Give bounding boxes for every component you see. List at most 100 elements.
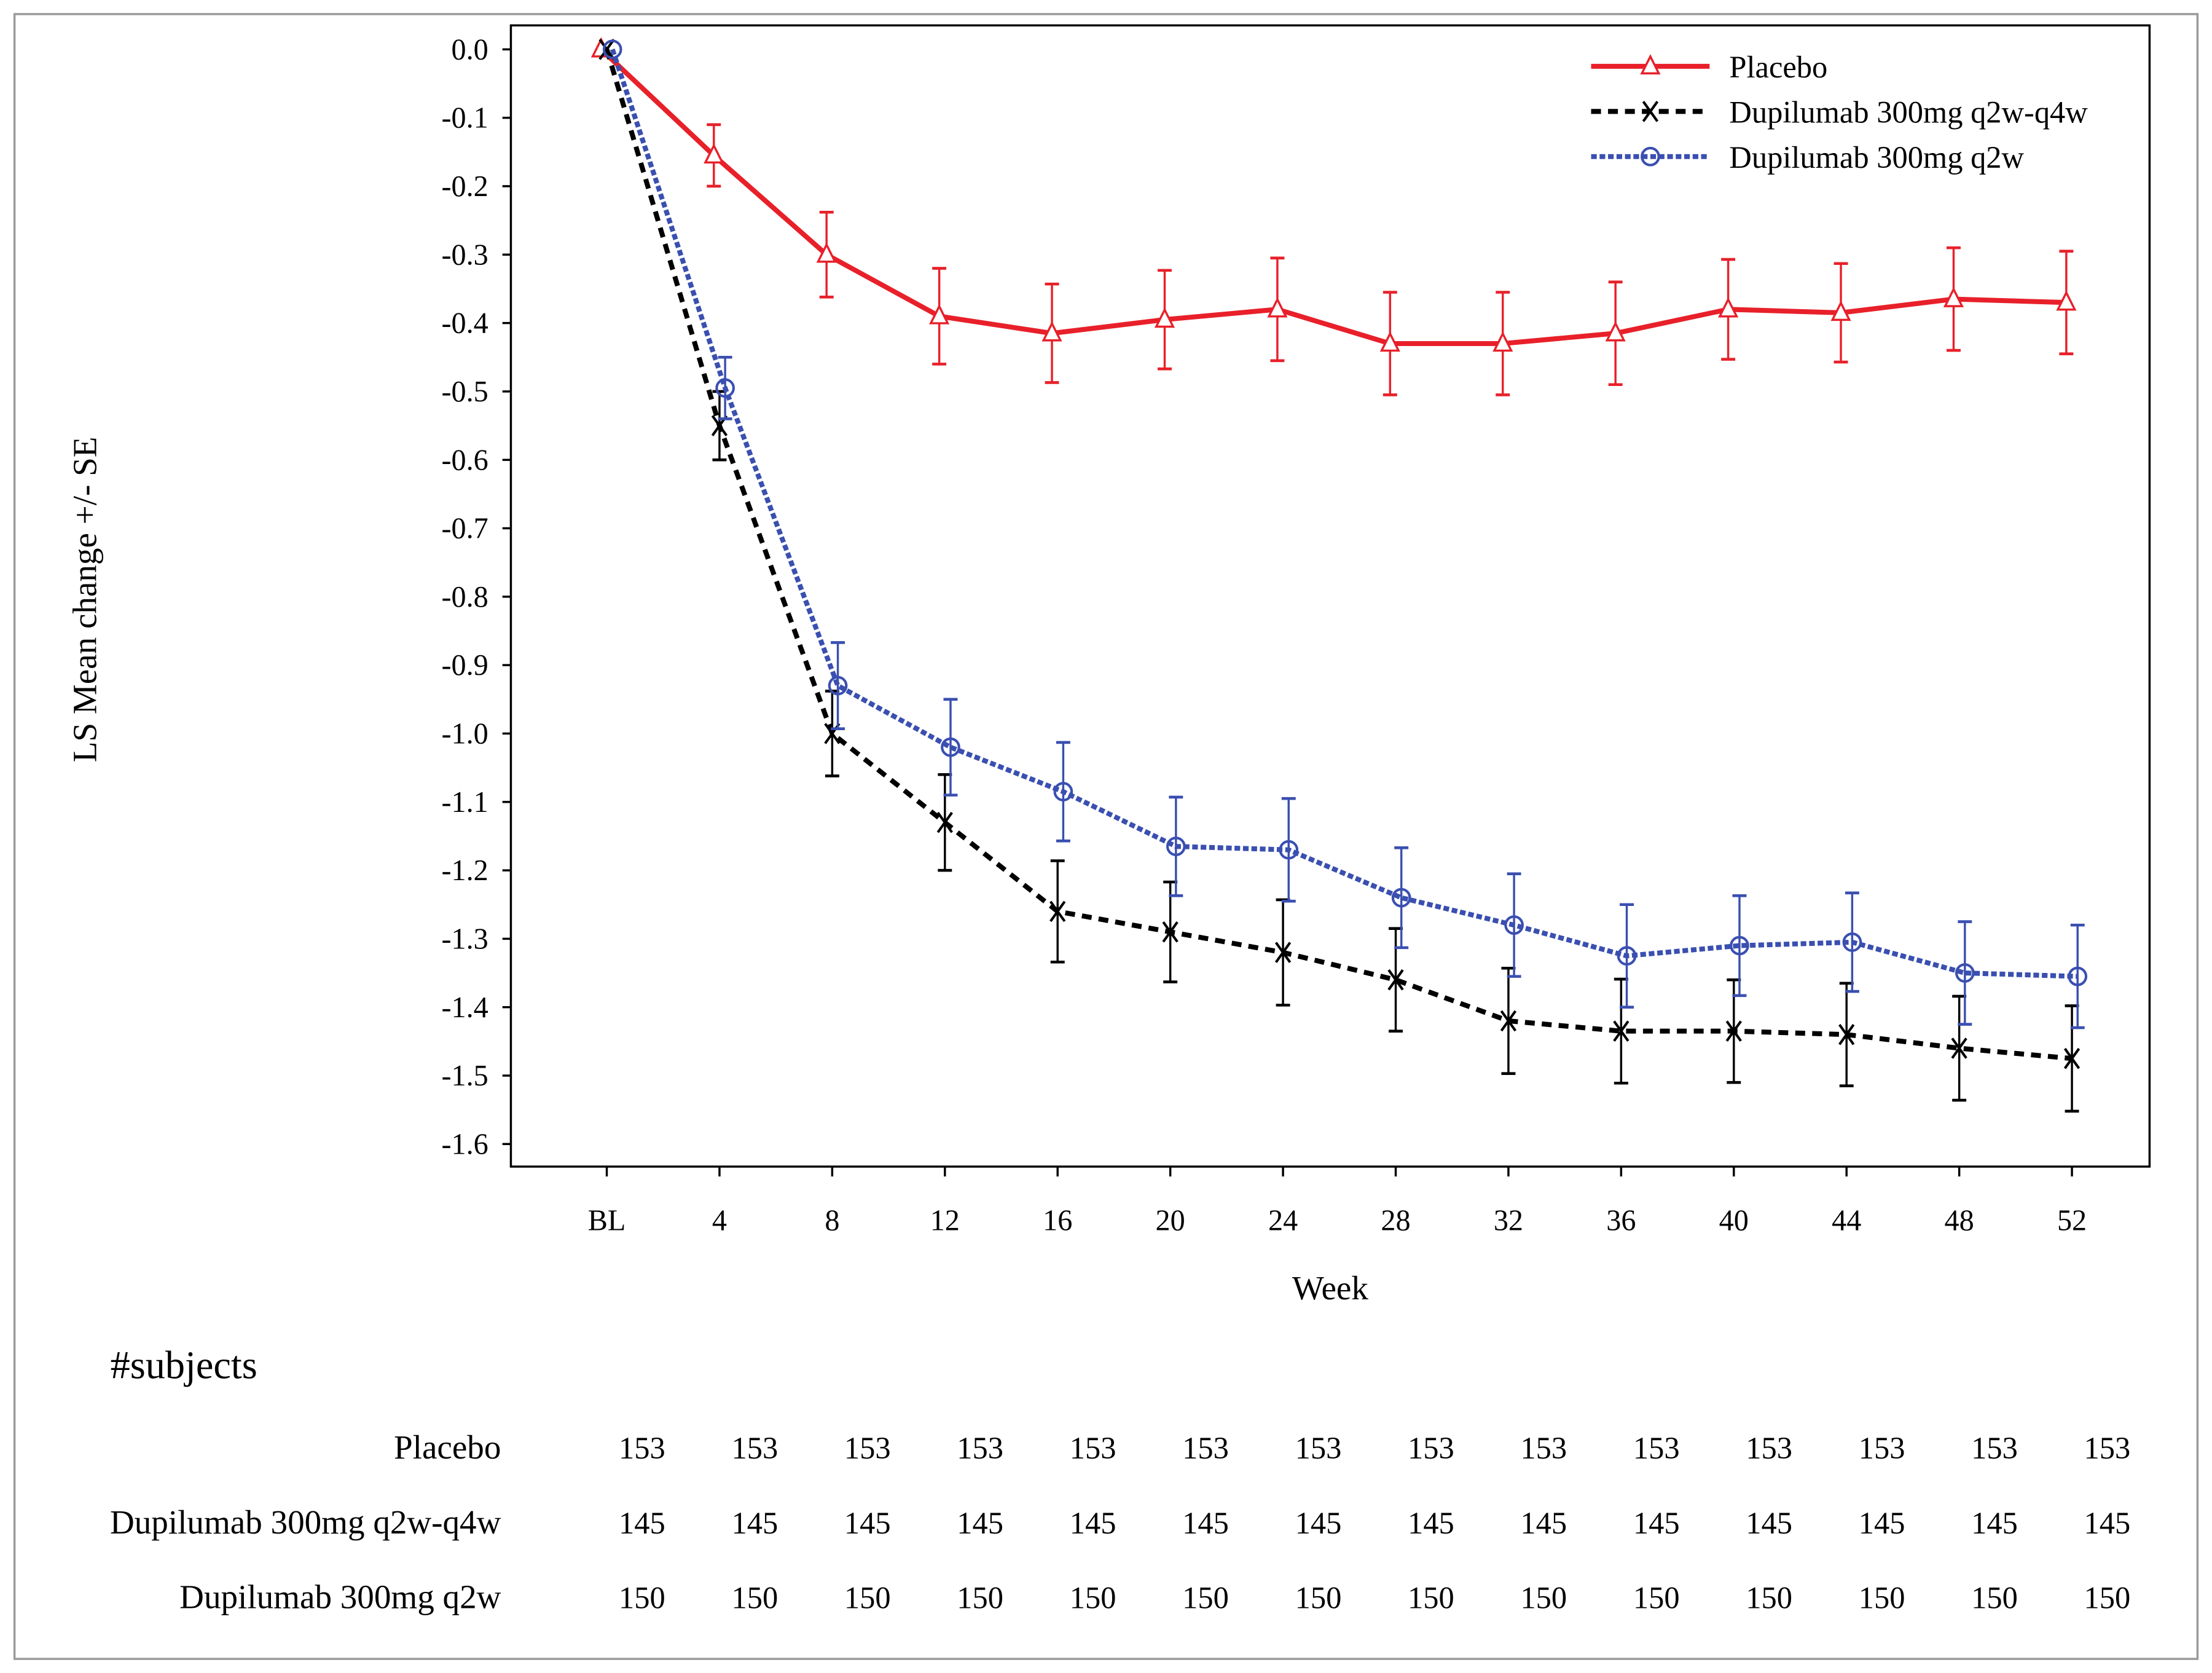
- subjects-count: 145: [1070, 1506, 1116, 1540]
- y-tick-label: -0.6: [441, 444, 488, 476]
- x-marker: [1642, 101, 1659, 122]
- error-bar: [831, 641, 845, 730]
- circle-marker: [1955, 963, 1975, 983]
- x-marker: [1387, 969, 1404, 991]
- subjects-count: 153: [2084, 1431, 2131, 1465]
- circle-marker: [1166, 836, 1186, 856]
- subjects-count: 150: [1971, 1580, 2018, 1615]
- legend-label: Dupilumab 300mg q2w-q4w: [1729, 95, 2088, 130]
- x-tick-label: 8: [825, 1204, 839, 1237]
- y-tick-label: -1.4: [441, 991, 488, 1024]
- x-tick-label: 20: [1156, 1204, 1185, 1237]
- y-tick-label: -1.0: [441, 718, 488, 750]
- series-line: [610, 49, 2078, 979]
- y-tick-label: -0.2: [441, 170, 488, 203]
- triangle-marker: [929, 304, 950, 325]
- x-tick-label: 16: [1043, 1204, 1072, 1237]
- circle-marker: [1617, 946, 1637, 966]
- triangle-marker: [2056, 290, 2077, 311]
- x-tick-label: 32: [1494, 1204, 1523, 1237]
- subjects-count: 150: [1070, 1580, 1116, 1615]
- subjects-count: 150: [1859, 1580, 1905, 1615]
- subjects-count: 150: [1520, 1580, 1567, 1615]
- error-bar: [1958, 920, 1972, 1026]
- x-tick-label: 12: [930, 1204, 960, 1237]
- subjects-row-label: Placebo: [394, 1428, 501, 1466]
- subjects-count: 150: [1295, 1580, 1342, 1615]
- x-tick-label: 36: [1606, 1204, 1636, 1237]
- subjects-count: 153: [957, 1431, 1003, 1465]
- series-2: [602, 39, 2088, 1029]
- x-marker: [1162, 921, 1179, 943]
- subjects-count: 153: [619, 1431, 665, 1465]
- subjects-count: 150: [1408, 1580, 1454, 1615]
- subjects-count: 150: [1182, 1580, 1229, 1615]
- circle-marker: [941, 737, 960, 757]
- x-marker: [1613, 1020, 1630, 1042]
- legend-label: Placebo: [1729, 50, 1827, 84]
- circle-marker: [828, 675, 848, 696]
- x-tick-label: BL: [588, 1204, 626, 1237]
- outer-border: [13, 13, 2199, 1660]
- series-line: [599, 47, 2066, 346]
- y-tick-label: 0.0: [452, 33, 488, 66]
- triangle-marker: [1379, 331, 1400, 352]
- y-tick-label: -0.4: [441, 307, 488, 340]
- x-tick-label: 52: [2057, 1204, 2087, 1237]
- subjects-count: 145: [1971, 1506, 2018, 1540]
- x-tick-label: 48: [1945, 1204, 1974, 1237]
- y-tick-label: -1.6: [441, 1128, 488, 1160]
- x-tick-label: 4: [712, 1204, 727, 1237]
- y-tick-label: -1.3: [441, 923, 488, 955]
- subjects-count: 150: [619, 1580, 665, 1615]
- subjects-title: #subjects: [111, 1343, 257, 1387]
- x-marker: [1500, 1010, 1517, 1032]
- triangle-marker: [704, 143, 724, 164]
- subjects-count: 145: [619, 1506, 665, 1540]
- subjects-row: Dupilumab 300mg q2w 150 150 150 150 150 150 150…: [179, 1578, 2130, 1615]
- y-tick-label: -1.5: [441, 1060, 488, 1092]
- subjects-count: 145: [1859, 1506, 1905, 1540]
- y-tick-label: -0.3: [441, 238, 488, 271]
- x-tick-label: 40: [1719, 1204, 1749, 1237]
- circle-marker: [1053, 782, 1073, 801]
- subjects-count: 145: [1295, 1506, 1342, 1540]
- error-bar: [1732, 894, 1747, 998]
- triangle-marker: [1640, 53, 1661, 75]
- subjects-table: Placebo 153 153 153 153 153 153 153 153 153 153 153…: [110, 1428, 2130, 1615]
- legend-item: Dupilumab 300mg q2w: [1591, 140, 2025, 175]
- triangle-marker: [816, 242, 837, 263]
- subjects-count: 153: [1182, 1431, 1229, 1465]
- legend: Placebo Dupilumab 300mg q2w-q4w Dupilumab …: [1591, 50, 2088, 175]
- legend-item: Placebo: [1591, 50, 1827, 84]
- subjects-count: 150: [844, 1580, 891, 1615]
- error-bar: [943, 698, 958, 797]
- subjects-count: 145: [1633, 1506, 1680, 1540]
- triangle-marker: [1830, 300, 1851, 321]
- triangle-marker: [1605, 321, 1626, 342]
- subjects-count: 150: [2084, 1580, 2131, 1615]
- y-tick-label: -0.5: [441, 376, 488, 408]
- y-axis-label: LS Mean change +/- SE: [66, 437, 104, 763]
- circle-marker: [1391, 888, 1411, 908]
- subjects-count: 153: [1070, 1431, 1116, 1465]
- subjects-count: 150: [731, 1580, 778, 1615]
- circle-marker: [1842, 932, 1862, 952]
- subjects-count: 153: [1746, 1431, 1792, 1465]
- subjects-count: 145: [957, 1506, 1003, 1540]
- triangle-marker: [1267, 297, 1288, 318]
- y-tick-label: -1.1: [441, 786, 488, 819]
- subjects-count: 153: [1971, 1431, 2018, 1465]
- legend-label: Dupilumab 300mg q2w: [1729, 140, 2024, 175]
- x-marker: [2063, 1047, 2081, 1069]
- x-marker: [1838, 1023, 1855, 1045]
- series-group: [590, 37, 2088, 1113]
- y-tick-label: -0.7: [441, 513, 488, 545]
- legend-item: Dupilumab 300mg q2w-q4w: [1591, 95, 2088, 130]
- x-marker: [1274, 942, 1292, 963]
- subjects-count: 153: [1520, 1431, 1567, 1465]
- subjects-count: 153: [1859, 1431, 1905, 1465]
- triangle-marker: [1041, 321, 1062, 342]
- subjects-count: 150: [957, 1580, 1003, 1615]
